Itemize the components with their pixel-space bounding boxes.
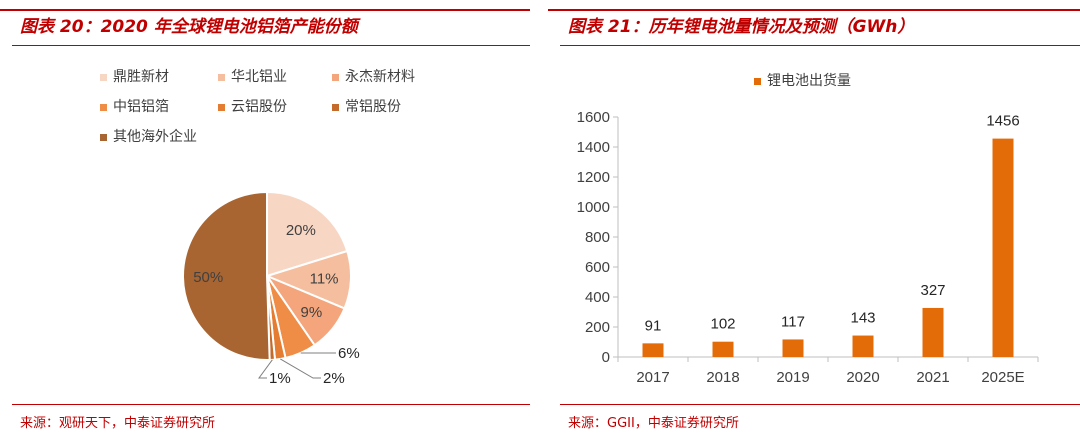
x-tick-label: 2018 — [706, 369, 739, 386]
legend-item: 其他海外企业 — [100, 126, 197, 146]
bar-data-label: 102 — [710, 316, 735, 333]
y-tick-label: 400 — [585, 289, 610, 306]
legend-item: 中铝铝箔 — [100, 96, 169, 116]
legend-swatch — [332, 73, 339, 81]
legend-label: 中铝铝箔 — [113, 99, 169, 115]
legend-label: 鼎胜新材 — [113, 69, 169, 85]
title-underline — [12, 45, 530, 46]
pie-leader-line — [258, 359, 273, 379]
y-tick-label: 600 — [585, 259, 610, 276]
bar-source-note: 来源：GGII，中泰证券研究所 — [568, 416, 739, 431]
title-underline — [560, 45, 1080, 46]
legend-swatch — [332, 103, 339, 111]
legend-item: 华北铝业 — [218, 66, 287, 86]
legend-swatch — [100, 73, 107, 81]
y-tick-label: 200 — [585, 319, 610, 336]
pie-slice — [182, 190, 271, 361]
pie-leader-line — [280, 358, 321, 379]
legend-swatch — [754, 77, 761, 85]
legend-swatch — [100, 103, 107, 111]
legend-label: 华北铝业 — [231, 69, 287, 85]
pie-value-label: 2% — [323, 370, 345, 387]
legend-label: 锂电池出货量 — [767, 73, 851, 89]
legend-item: 云铝股份 — [218, 96, 287, 116]
x-tick-label: 2020 — [846, 369, 879, 386]
y-tick-label: 1000 — [577, 199, 610, 216]
legend-item: 鼎胜新材 — [100, 66, 169, 86]
legend-item: 永杰新材料 — [332, 66, 415, 86]
legend-swatch — [100, 133, 107, 141]
bar-panel: 图表 21：历年锂电池量情况及预测（GWh） 锂电池出货量 0 200 400 600… — [548, 0, 1080, 441]
bar — [922, 307, 944, 357]
title-rule — [0, 9, 530, 11]
bar — [712, 341, 734, 357]
y-tick-label: 800 — [585, 229, 610, 246]
pie-value-label: 50% — [193, 269, 223, 286]
source-rule — [12, 404, 530, 405]
x-tick-label: 2017 — [636, 369, 669, 386]
pie-chart: 20% 11% 9% 6% 2% 1% 50% — [182, 190, 360, 387]
bar — [642, 343, 664, 357]
x-tick-label: 2021 — [916, 369, 949, 386]
bar-data-label: 117 — [781, 313, 805, 330]
bar-data-label: 91 — [645, 317, 662, 334]
pie-value-label: 20% — [286, 222, 316, 239]
bar-legend: 锂电池出货量 — [754, 70, 851, 90]
source-rule — [560, 404, 1080, 405]
pie-source-note: 来源：观研天下，中泰证券研究所 — [20, 416, 216, 431]
bar-data-label: 327 — [920, 282, 945, 299]
pie-value-label: 6% — [338, 345, 360, 362]
y-tick-label: 0 — [602, 349, 610, 366]
y-tick-label: 1400 — [577, 139, 610, 156]
x-tick-label: 2019 — [776, 369, 809, 386]
pie-value-label: 11% — [310, 271, 339, 288]
legend-item: 常铝股份 — [332, 96, 401, 116]
y-tick-label: 1600 — [577, 109, 610, 126]
legend-label: 其他海外企业 — [113, 129, 197, 145]
bar-chart: 0 200 400 600 800 1000 1200 1400 1600 91 2017 102 20… — [577, 109, 1039, 386]
bar-data-label: 143 — [850, 310, 875, 327]
pie-panel: 图表 20：2020 年全球锂电池铝箔产能份额 鼎胜新材 华北铝业 永杰新材料 … — [0, 0, 530, 441]
pie-chart-title: 图表 20：2020 年全球锂电池铝箔产能份额 — [20, 17, 358, 37]
legend-swatch — [218, 73, 225, 81]
legend-label: 云铝股份 — [231, 99, 287, 115]
bar-data-label: 1456 — [986, 113, 1019, 130]
bar — [852, 335, 874, 357]
pie-value-label: 1% — [269, 370, 291, 387]
title-rule — [548, 9, 1080, 11]
y-tick-label: 1200 — [577, 169, 610, 186]
legend-swatch — [218, 103, 225, 111]
pie-slice — [266, 190, 349, 278]
bar-chart-title: 图表 21：历年锂电池量情况及预测（GWh） — [568, 17, 915, 37]
bar — [992, 138, 1014, 357]
legend-label: 常铝股份 — [345, 99, 401, 115]
bar — [782, 339, 804, 357]
x-tick-label: 2025E — [981, 369, 1024, 386]
pie-value-label: 9% — [300, 304, 322, 321]
legend-label: 永杰新材料 — [345, 69, 415, 85]
